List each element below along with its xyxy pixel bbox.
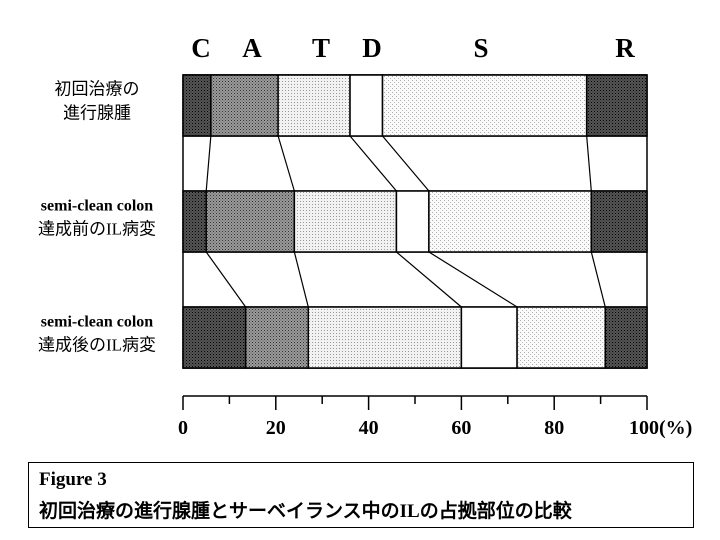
x-tick-label: 40 bbox=[359, 417, 379, 439]
category-label-row-1-line-1: 初回治療の bbox=[55, 80, 140, 99]
connector-line bbox=[205, 251, 247, 308]
segment-label-A: A bbox=[242, 33, 262, 63]
bar-segment-T-row-2 bbox=[293, 190, 398, 253]
category-label-row-1-line-2: 進行腺腫 bbox=[63, 104, 131, 123]
category-label-row-3-line-1: semi-clean colon bbox=[41, 314, 154, 331]
bars bbox=[182, 74, 648, 369]
category-labels: 初回治療の進行腺腫 semi-clean colon 達成前のIL病変 semi-cl… bbox=[38, 80, 156, 355]
bar-segment-D-row-3 bbox=[460, 306, 518, 369]
bar-segment-C-row-1 bbox=[182, 74, 212, 137]
bar-segment-T-row-1 bbox=[277, 74, 351, 137]
category-label-row-3-line-2: 達成後のIL病変 bbox=[38, 336, 156, 355]
connector-line bbox=[586, 135, 592, 192]
connector-line bbox=[293, 251, 309, 308]
bar-segment-C-row-3 bbox=[182, 306, 247, 369]
connector-line bbox=[396, 251, 462, 308]
x-tick-label: 20 bbox=[266, 417, 286, 439]
segment-label-R: R bbox=[615, 33, 635, 63]
bar-segment-T-row-3 bbox=[307, 306, 463, 369]
x-tick-label: 100(%) bbox=[629, 417, 692, 439]
category-label-row-2-line-1: semi-clean colon bbox=[41, 198, 154, 215]
bar-segment-D-row-1 bbox=[349, 74, 384, 137]
bar-segment-R-row-1 bbox=[585, 74, 648, 137]
bar-segment-A-row-1 bbox=[210, 74, 279, 137]
plot-area bbox=[182, 74, 648, 369]
bar-segment-S-row-3 bbox=[516, 306, 606, 369]
connector-line bbox=[428, 251, 518, 308]
bar-segment-S-row-2 bbox=[428, 190, 593, 253]
bar-segment-R-row-2 bbox=[590, 190, 648, 253]
bar-segment-A-row-2 bbox=[205, 190, 296, 253]
x-tick-label: 60 bbox=[451, 417, 471, 439]
bar-segment-A-row-3 bbox=[244, 306, 310, 369]
connector-line bbox=[277, 135, 295, 192]
x-tick-label: 0 bbox=[178, 417, 188, 439]
bar-segment-R-row-3 bbox=[604, 306, 648, 369]
x-tick-label: 80 bbox=[544, 417, 564, 439]
bar-segment-D-row-2 bbox=[395, 190, 430, 253]
figure-label: Figure 3 bbox=[39, 469, 107, 490]
segment-label-S: S bbox=[473, 33, 488, 63]
connector-line bbox=[205, 135, 212, 192]
bar-segment-S-row-1 bbox=[381, 74, 588, 137]
segment-label-C: C bbox=[191, 33, 211, 63]
connector-line bbox=[590, 251, 606, 308]
category-label-row-2-line-2: 達成前のIL病変 bbox=[38, 220, 156, 239]
connector-line bbox=[349, 135, 397, 192]
figure-caption: Figure 3 初回治療の進行腺腫とサーベイランス中のILの占拠部位の比較 bbox=[28, 462, 694, 528]
figure-title: 初回治療の進行腺腫とサーベイランス中のILの占拠部位の比較 bbox=[39, 501, 572, 522]
segment-label-D: D bbox=[362, 33, 382, 63]
segment-label-T: T bbox=[312, 33, 330, 63]
connector-line bbox=[382, 135, 430, 192]
bar-segment-C-row-2 bbox=[182, 190, 207, 253]
x-axis: 0 20 40 60 80 100(%) bbox=[178, 395, 692, 439]
